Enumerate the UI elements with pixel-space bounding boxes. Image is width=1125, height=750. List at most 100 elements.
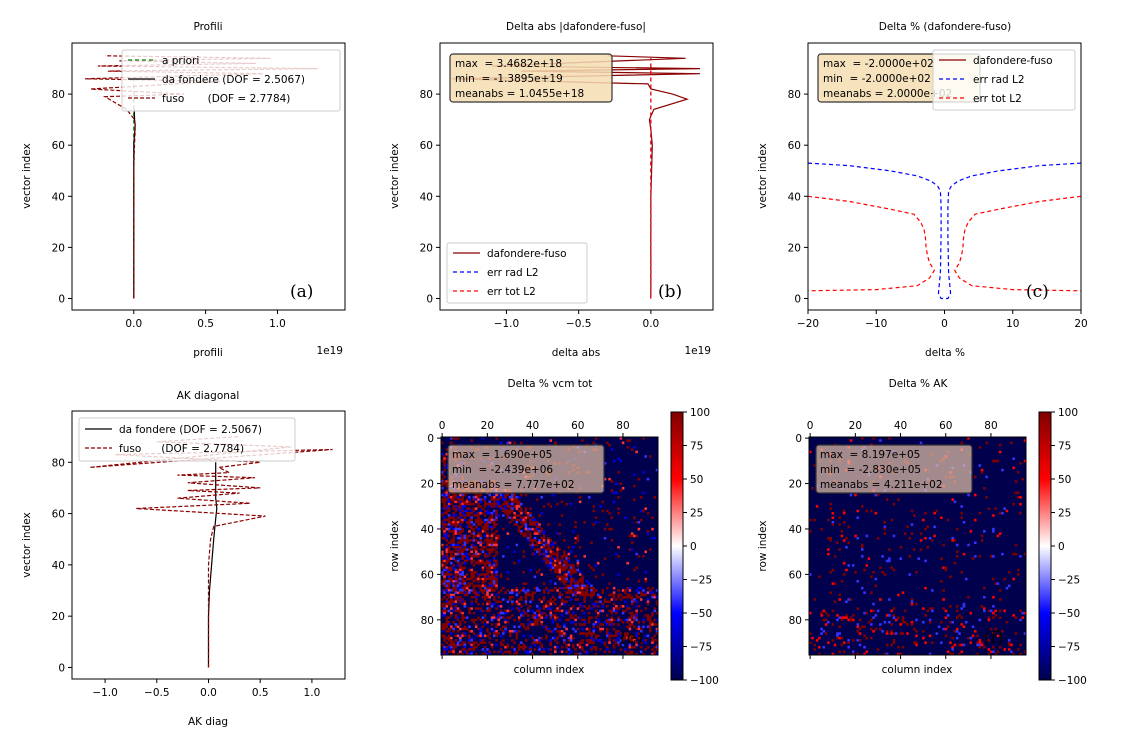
heat-cell — [511, 602, 514, 606]
heat-cell — [477, 559, 480, 563]
heat-cell — [481, 548, 485, 551]
heat-cell — [492, 630, 496, 633]
heat-cell — [910, 602, 914, 606]
heat-cell — [833, 555, 837, 558]
heat-cell — [569, 586, 573, 590]
heat-cell — [958, 643, 961, 647]
heat-cell — [565, 580, 568, 583]
heat-cell — [569, 634, 573, 638]
panel-b-stat-meanabs: meanabs = 1.0455e+18 — [455, 88, 584, 100]
heat-cell — [522, 523, 525, 526]
heat-cell — [443, 496, 446, 499]
panel-b-ytick-label-1: 20 — [420, 242, 433, 254]
heat-cell — [635, 566, 638, 570]
heat-cell — [459, 620, 462, 624]
heat-cell — [463, 543, 467, 547]
heat-cell — [459, 498, 462, 501]
panel-b-frame — [439, 42, 714, 311]
heat-cell — [452, 530, 455, 533]
heat-cell — [499, 641, 503, 644]
heat-cell — [642, 589, 645, 592]
heat-cell — [492, 523, 496, 526]
heat-cell — [644, 614, 647, 617]
heat-cell — [465, 541, 469, 545]
heat-cell — [533, 648, 537, 651]
heat-cell — [646, 634, 650, 638]
heat-cell — [481, 507, 485, 510]
heat-cell — [472, 543, 476, 547]
heat-cell — [639, 496, 643, 499]
heat-cell — [452, 532, 455, 535]
heat-cell — [870, 623, 873, 626]
heat-cell — [483, 589, 487, 592]
heat-cell — [648, 548, 652, 551]
heat-cell — [581, 645, 584, 649]
heat-cell — [456, 507, 460, 510]
heat-cell — [583, 593, 586, 597]
heat-cell — [486, 523, 489, 526]
heat-cell — [840, 643, 844, 647]
heat-cell — [849, 493, 853, 497]
heat-cell — [863, 611, 866, 615]
heat-cell — [831, 521, 835, 524]
heat-cell — [578, 500, 582, 504]
heat-cell — [556, 589, 559, 592]
heat-cell — [508, 650, 512, 654]
heat-cell — [490, 623, 494, 626]
heat-cell — [569, 650, 573, 654]
heat-cell — [488, 541, 492, 545]
heat-cell — [809, 518, 812, 522]
heat-cell — [542, 536, 546, 540]
heat-cell — [549, 555, 553, 558]
heat-cell — [655, 639, 659, 642]
panel-b-title: Delta abs |dafondere-fuso| — [506, 21, 646, 33]
heat-cell — [585, 580, 589, 583]
heat-cell — [655, 595, 659, 599]
heat-cell — [612, 586, 616, 590]
heat-cell — [522, 534, 525, 538]
heat-cell — [865, 611, 869, 615]
heat-cell — [572, 577, 575, 581]
heat-cell — [522, 550, 525, 554]
heat-cell — [621, 486, 625, 490]
heat-cell — [635, 589, 638, 592]
heat-cell — [495, 505, 498, 508]
heat-cell — [606, 614, 609, 617]
heat-cell — [644, 577, 647, 581]
heat-cell — [554, 541, 557, 545]
heat-cell — [479, 541, 482, 545]
heat-cell — [502, 514, 505, 517]
heat-cell — [946, 650, 950, 654]
heat-cell — [472, 580, 476, 583]
heat-cell — [465, 502, 469, 506]
cbar-f-tick-label-5: −25 — [1058, 575, 1080, 587]
heat-cell — [526, 589, 530, 592]
heat-cell — [441, 536, 444, 540]
cbar-f-tick-label-0: 100 — [1058, 407, 1078, 419]
heat-cell — [456, 561, 460, 565]
heat-cell — [560, 586, 564, 590]
heat-cell — [515, 500, 519, 504]
heat-cell — [472, 564, 476, 567]
heat-cell — [535, 616, 539, 619]
heat-cell — [441, 523, 444, 526]
heat-cell — [470, 502, 473, 506]
heat-cell — [445, 600, 449, 604]
heat-cell — [461, 539, 464, 542]
heat-cell — [447, 650, 451, 654]
heat-cell — [937, 625, 941, 629]
heat-cell — [504, 507, 507, 510]
heat-cell — [872, 602, 875, 606]
heat-cell — [495, 552, 498, 556]
heat-cell — [450, 523, 453, 526]
heat-cell — [601, 623, 605, 626]
heat-cell — [955, 543, 959, 547]
heat-cell — [447, 639, 451, 642]
heat-cell — [445, 507, 449, 510]
heat-cell — [472, 536, 476, 540]
heat-cell — [441, 555, 444, 558]
heat-cell — [912, 627, 916, 631]
heat-cell — [569, 591, 573, 594]
heat-cell — [653, 595, 657, 599]
